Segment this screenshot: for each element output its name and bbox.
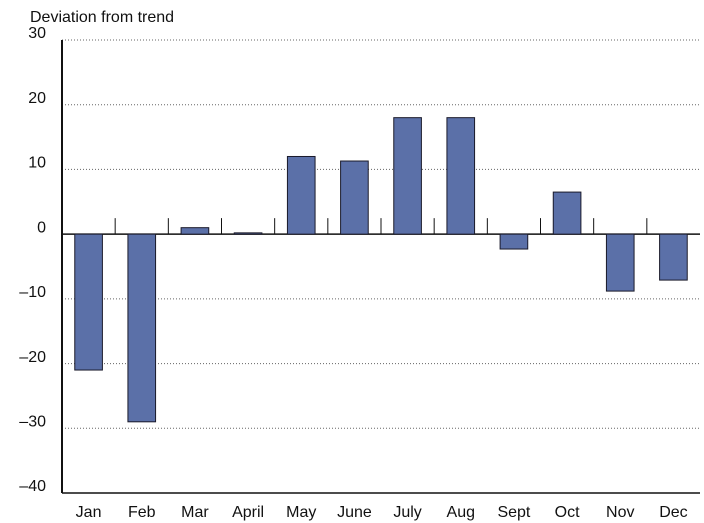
y-tick-label: –10	[19, 284, 46, 301]
y-tick-label: –20	[19, 349, 46, 366]
y-tick-label: 0	[37, 219, 46, 236]
y-tick-label: –40	[19, 478, 46, 495]
x-tick-label: Nov	[606, 504, 634, 521]
bar	[393, 117, 422, 235]
x-tick-label: July	[393, 504, 421, 521]
x-tick-label: Feb	[128, 504, 156, 521]
y-tick-label: 30	[28, 25, 46, 42]
bar	[605, 233, 635, 292]
x-tick-label: May	[286, 504, 316, 521]
x-tick-label: Aug	[447, 504, 475, 521]
bar	[659, 233, 688, 281]
bar	[499, 233, 529, 250]
x-tick-label: Dec	[659, 504, 687, 521]
bar	[127, 233, 157, 423]
x-tick-label: Sept	[497, 504, 530, 521]
x-tick-label: Jan	[76, 504, 102, 521]
bar	[74, 233, 103, 371]
y-tick-label: 10	[28, 155, 46, 172]
bar	[286, 155, 316, 235]
x-tick-label: Mar	[181, 504, 209, 521]
bar	[340, 160, 369, 235]
bar	[446, 117, 476, 235]
y-tick-label: 20	[28, 90, 46, 107]
bar	[552, 191, 582, 235]
x-tick-label: Oct	[555, 504, 580, 521]
y-axis-label: Deviation from trend	[30, 9, 174, 26]
x-tick-label: April	[232, 504, 264, 521]
x-tick-label: June	[337, 504, 372, 521]
bar	[233, 232, 263, 235]
bar	[180, 227, 210, 235]
y-tick-label: –30	[19, 414, 46, 431]
